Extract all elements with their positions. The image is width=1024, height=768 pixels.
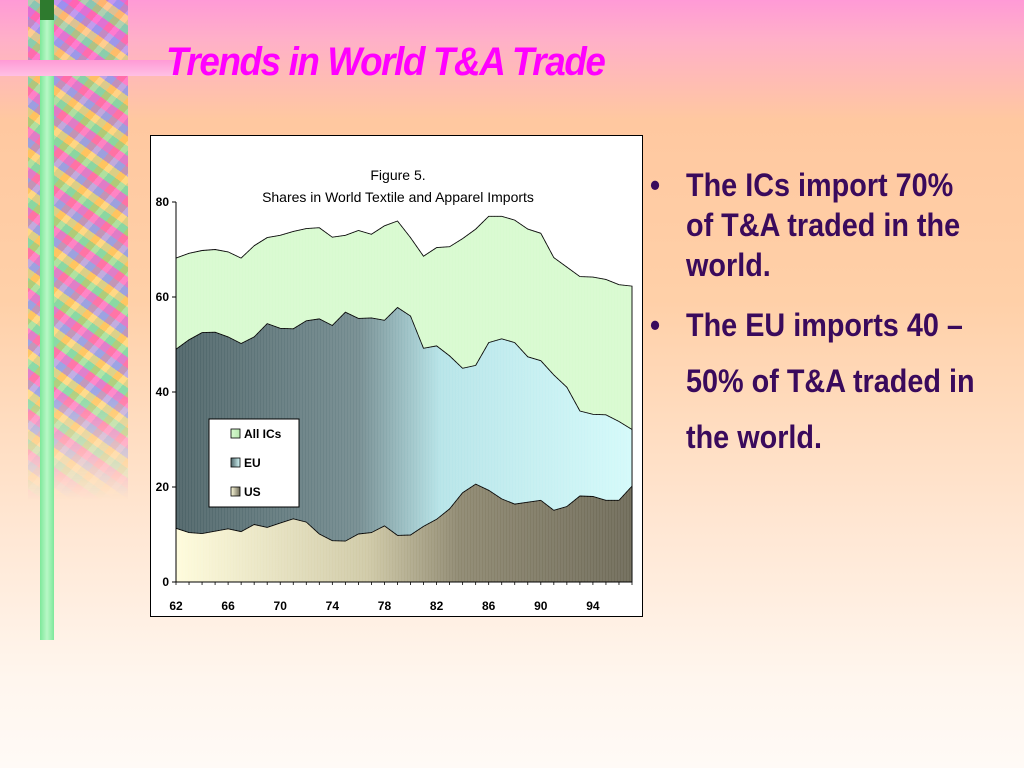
- bullet-list: • The ICs import 70% of T&A traded in th…: [650, 165, 1020, 465]
- x-tick-label: 66: [221, 599, 235, 613]
- bullet-glyph: •: [650, 167, 661, 203]
- legend-label-eu: EU: [244, 456, 261, 470]
- vertical-stripe: [40, 0, 54, 640]
- x-tick-label: 94: [586, 599, 600, 613]
- y-tick-label: 80: [156, 195, 170, 209]
- vertical-stripe-cap: [40, 0, 54, 20]
- slide-title: Trends in World T&A Trade: [166, 40, 606, 84]
- chart-title: Figure 5.: [370, 167, 425, 183]
- x-tick-label: 86: [482, 599, 496, 613]
- legend-label-all-ics: All ICs: [244, 427, 282, 441]
- horizontal-stripe: [0, 60, 175, 76]
- x-tick-label: 82: [430, 599, 444, 613]
- x-tick-label: 62: [169, 599, 183, 613]
- legend-label-us: US: [244, 485, 261, 499]
- legend-swatch-all-ics: [230, 428, 241, 439]
- bullet-item: • The ICs import 70% of T&A traded in th…: [650, 165, 983, 285]
- y-tick-label: 60: [156, 290, 170, 304]
- x-tick-label: 70: [274, 599, 288, 613]
- legend-swatch-eu: [230, 457, 241, 468]
- bullet-item: • The EU imports 40 – 50% of T&A traded …: [650, 297, 983, 465]
- bullet-glyph: •: [650, 307, 661, 343]
- legend-frame: [208, 418, 300, 508]
- y-tick-label: 0: [162, 575, 169, 589]
- x-tick-label: 74: [326, 599, 340, 613]
- x-tick-label: 78: [378, 599, 392, 613]
- area-us: [175, 483, 633, 583]
- legend-swatch-us: [230, 486, 241, 497]
- bullet-text: The ICs import 70% of T&A traded in the …: [686, 167, 961, 283]
- area-chart: Figure 5. Shares in World Textile and Ap…: [156, 167, 633, 613]
- y-tick-label: 40: [156, 385, 170, 399]
- plot-area: 0 20 40 60 80 62 66 70 74 78 82 86 90 94: [156, 195, 633, 613]
- legend: All ICs EU US: [208, 418, 300, 508]
- bullet-text: The EU imports 40 – 50% of T&A traded in…: [686, 307, 975, 455]
- chart-subtitle: Shares in World Textile and Apparel Impo…: [262, 189, 534, 205]
- chart-frame: Figure 5. Shares in World Textile and Ap…: [150, 135, 643, 617]
- x-tick-label: 90: [534, 599, 548, 613]
- chart-title-group: Figure 5. Shares in World Textile and Ap…: [262, 167, 534, 205]
- y-tick-label: 20: [156, 480, 170, 494]
